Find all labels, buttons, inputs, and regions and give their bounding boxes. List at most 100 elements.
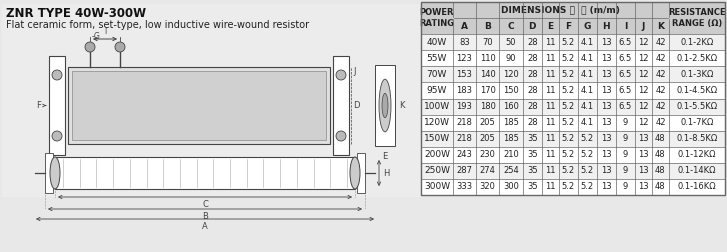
Text: 35: 35: [527, 182, 537, 192]
Text: 13: 13: [601, 70, 611, 79]
Bar: [523, 163, 542, 179]
Bar: [635, 115, 652, 131]
Text: 150W: 150W: [424, 134, 450, 143]
Text: 120W: 120W: [424, 118, 450, 127]
Text: 11: 11: [545, 38, 555, 47]
Text: 5.2: 5.2: [581, 182, 594, 192]
Bar: [559, 163, 578, 179]
Text: 160: 160: [503, 102, 519, 111]
Text: 70: 70: [483, 38, 493, 47]
Bar: [616, 34, 635, 50]
Text: 218: 218: [457, 118, 473, 127]
Bar: [616, 163, 635, 179]
Bar: [523, 115, 542, 131]
Bar: [616, 147, 635, 163]
Bar: [453, 147, 476, 163]
Bar: [635, 179, 652, 195]
Circle shape: [85, 42, 95, 52]
Bar: [635, 66, 652, 82]
Text: 300W: 300W: [424, 182, 450, 192]
Text: 120: 120: [503, 70, 519, 79]
Bar: [542, 18, 559, 34]
Bar: [578, 99, 597, 115]
Text: 200W: 200W: [424, 150, 450, 159]
Bar: [523, 179, 542, 195]
Text: 50: 50: [506, 38, 516, 47]
Text: 320: 320: [480, 182, 496, 192]
Text: A: A: [202, 222, 208, 231]
Text: 13: 13: [638, 134, 648, 143]
Text: H: H: [383, 169, 390, 177]
Text: 123: 123: [457, 54, 473, 63]
Text: 12: 12: [638, 38, 648, 47]
Text: 11: 11: [545, 166, 555, 175]
Bar: [499, 147, 523, 163]
Text: POWER
RATING: POWER RATING: [419, 8, 454, 28]
Bar: [669, 115, 725, 131]
Bar: [499, 179, 523, 195]
Text: I: I: [624, 22, 627, 31]
Bar: [476, 34, 499, 50]
Bar: [542, 163, 559, 179]
Text: 42: 42: [655, 70, 666, 79]
Bar: [421, 179, 453, 195]
Bar: [542, 147, 559, 163]
Text: 4.1: 4.1: [581, 38, 594, 47]
Bar: [421, 147, 453, 163]
Bar: [453, 163, 476, 179]
Bar: [635, 147, 652, 163]
Bar: [616, 179, 635, 195]
Bar: [578, 163, 597, 179]
Bar: [453, 131, 476, 147]
Bar: [652, 163, 669, 179]
Text: 0.1-2KΩ: 0.1-2KΩ: [680, 38, 714, 47]
Text: 5.2: 5.2: [562, 102, 575, 111]
Text: 35: 35: [527, 150, 537, 159]
Bar: [597, 50, 616, 66]
Bar: [652, 115, 669, 131]
Text: 0.1-2.5KΩ: 0.1-2.5KΩ: [676, 54, 718, 63]
Text: 5.2: 5.2: [562, 70, 575, 79]
Bar: [635, 99, 652, 115]
Circle shape: [115, 42, 125, 52]
Bar: [597, 82, 616, 99]
Bar: [616, 18, 635, 34]
Text: 0.1-5.5KΩ: 0.1-5.5KΩ: [676, 102, 718, 111]
Text: 12: 12: [638, 86, 648, 95]
Text: 9: 9: [623, 134, 628, 143]
Text: 11: 11: [545, 118, 555, 127]
Bar: [523, 66, 542, 82]
Text: 48: 48: [655, 150, 666, 159]
Bar: [597, 147, 616, 163]
Bar: [578, 147, 597, 163]
Text: 13: 13: [601, 54, 611, 63]
Text: 6.5: 6.5: [619, 54, 632, 63]
Text: 13: 13: [638, 150, 648, 159]
Bar: [635, 18, 652, 34]
Bar: [542, 82, 559, 99]
Bar: [523, 131, 542, 147]
Bar: [669, 147, 725, 163]
Text: 12: 12: [638, 118, 648, 127]
Text: 0.1-12KΩ: 0.1-12KΩ: [678, 150, 716, 159]
Text: 333: 333: [457, 182, 473, 192]
Text: B: B: [484, 22, 491, 31]
Text: 140: 140: [480, 70, 496, 79]
Text: 13: 13: [638, 166, 648, 175]
Ellipse shape: [379, 79, 391, 132]
Text: 28: 28: [527, 118, 537, 127]
Text: DIMENSIONS 寸  法 (m/m): DIMENSIONS 寸 法 (m/m): [502, 6, 620, 15]
Bar: [542, 34, 559, 50]
Bar: [499, 131, 523, 147]
Bar: [597, 34, 616, 50]
Text: 0.1-16KΩ: 0.1-16KΩ: [678, 182, 716, 192]
Bar: [499, 82, 523, 99]
Text: 35: 35: [527, 134, 537, 143]
Bar: [559, 66, 578, 82]
Text: 5.2: 5.2: [562, 54, 575, 63]
Text: 5.2: 5.2: [581, 166, 594, 175]
Bar: [453, 115, 476, 131]
Text: 5.2: 5.2: [562, 150, 575, 159]
Bar: [421, 163, 453, 179]
Bar: [357, 153, 365, 193]
